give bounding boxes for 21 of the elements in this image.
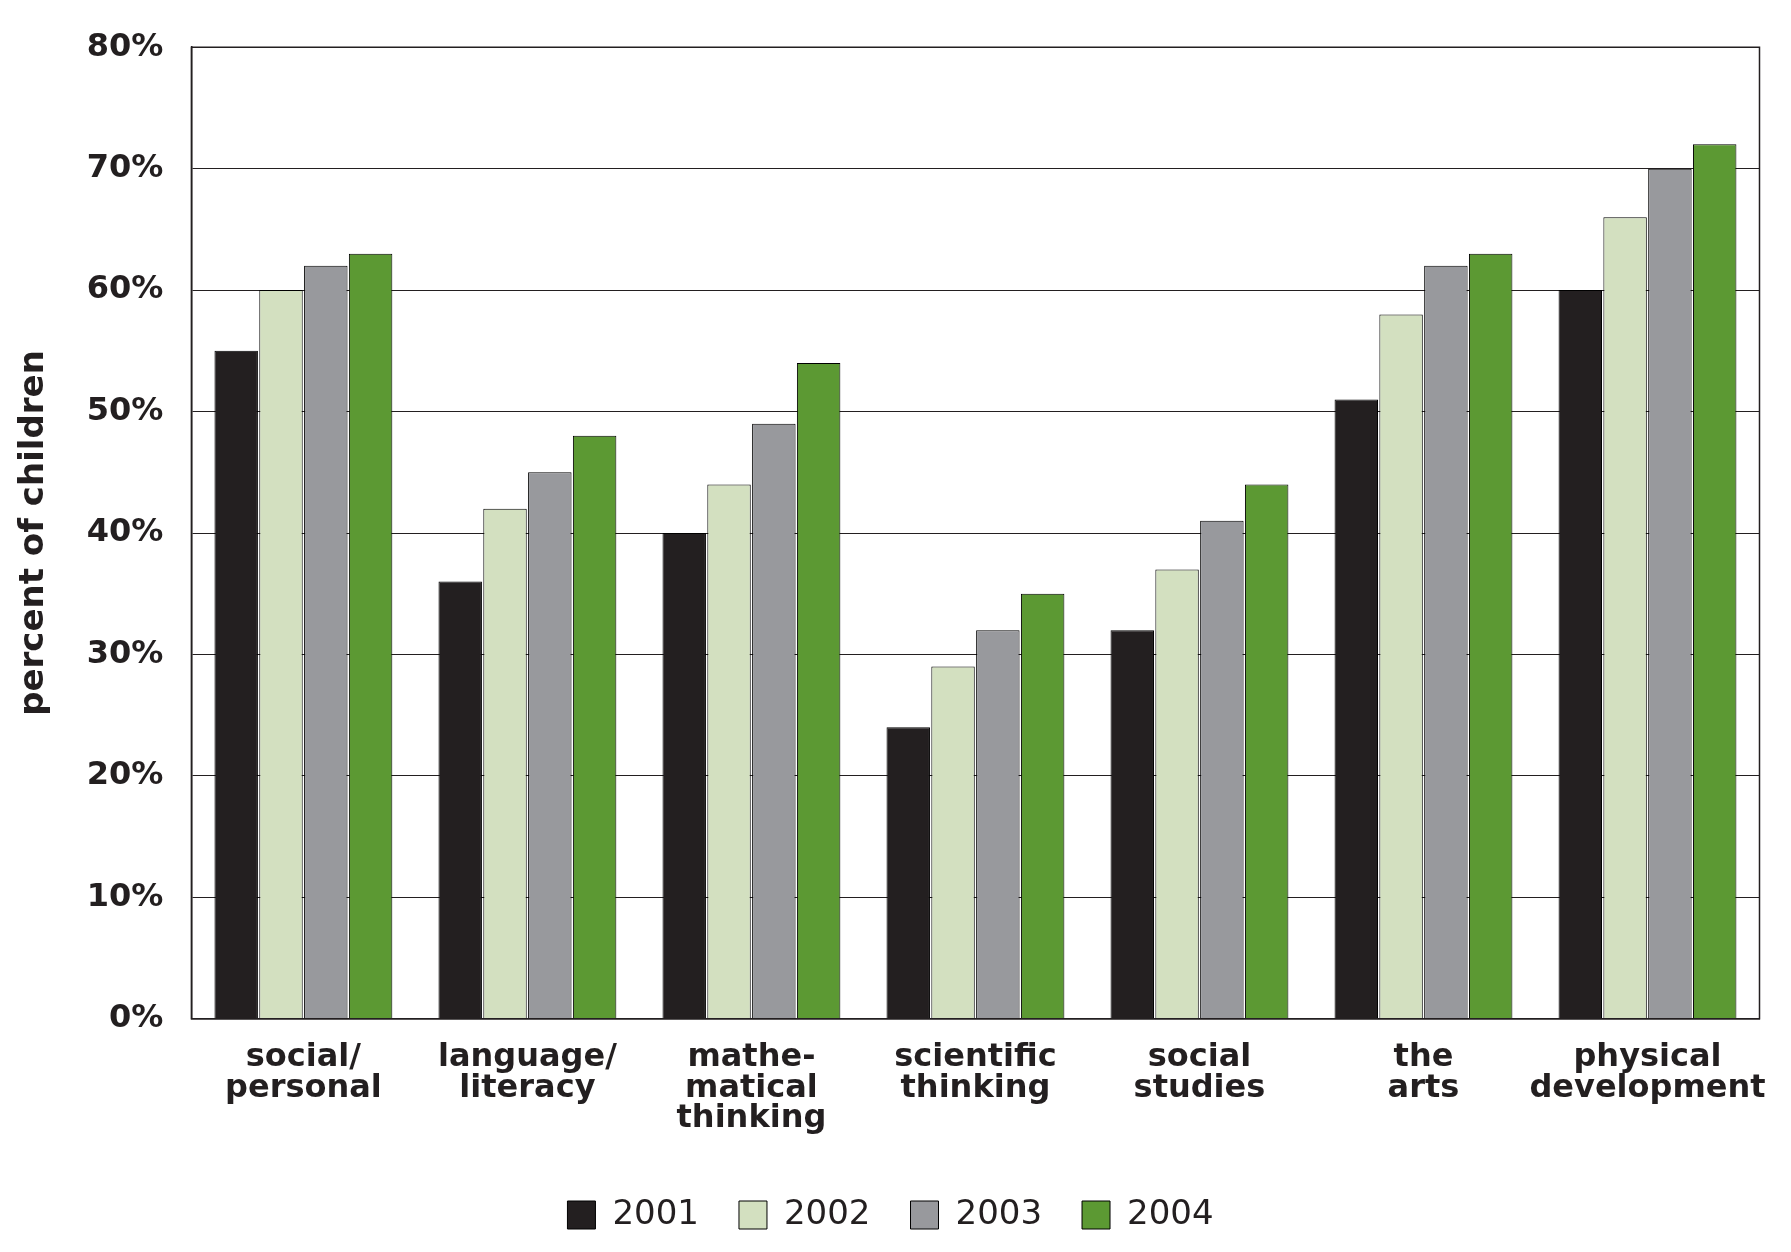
y-tick-label: 70% [86,146,164,185]
x-tick-label: language/ literacy [437,1036,618,1105]
y-tick-label: 40% [86,511,164,550]
y-tick-label: 60% [86,268,164,307]
y-axis-title: percent of children [11,350,52,716]
legend-label: 2003 [955,1191,1043,1232]
x-tick-label: the arts [1387,1036,1460,1105]
x-tick-label: social studies [1133,1036,1266,1105]
legend-label: 2002 [783,1191,871,1232]
legend-label: 2001 [612,1191,699,1232]
y-tick-label: 30% [86,632,164,671]
y-tick-label: 80% [86,25,164,64]
legend-label: 2004 [1127,1191,1214,1232]
x-tick-label: physical development [1529,1036,1766,1105]
y-tick-label: 0% [109,997,164,1036]
y-tick-label: 20% [86,754,164,793]
x-tick-label: mathe- matical thinking [676,1036,827,1136]
y-tick-label: 50% [86,389,164,428]
x-tick-label: social/ personal [225,1036,382,1105]
x-tick-label: scientific thinking [894,1036,1057,1105]
y-tick-label: 10% [86,875,164,914]
